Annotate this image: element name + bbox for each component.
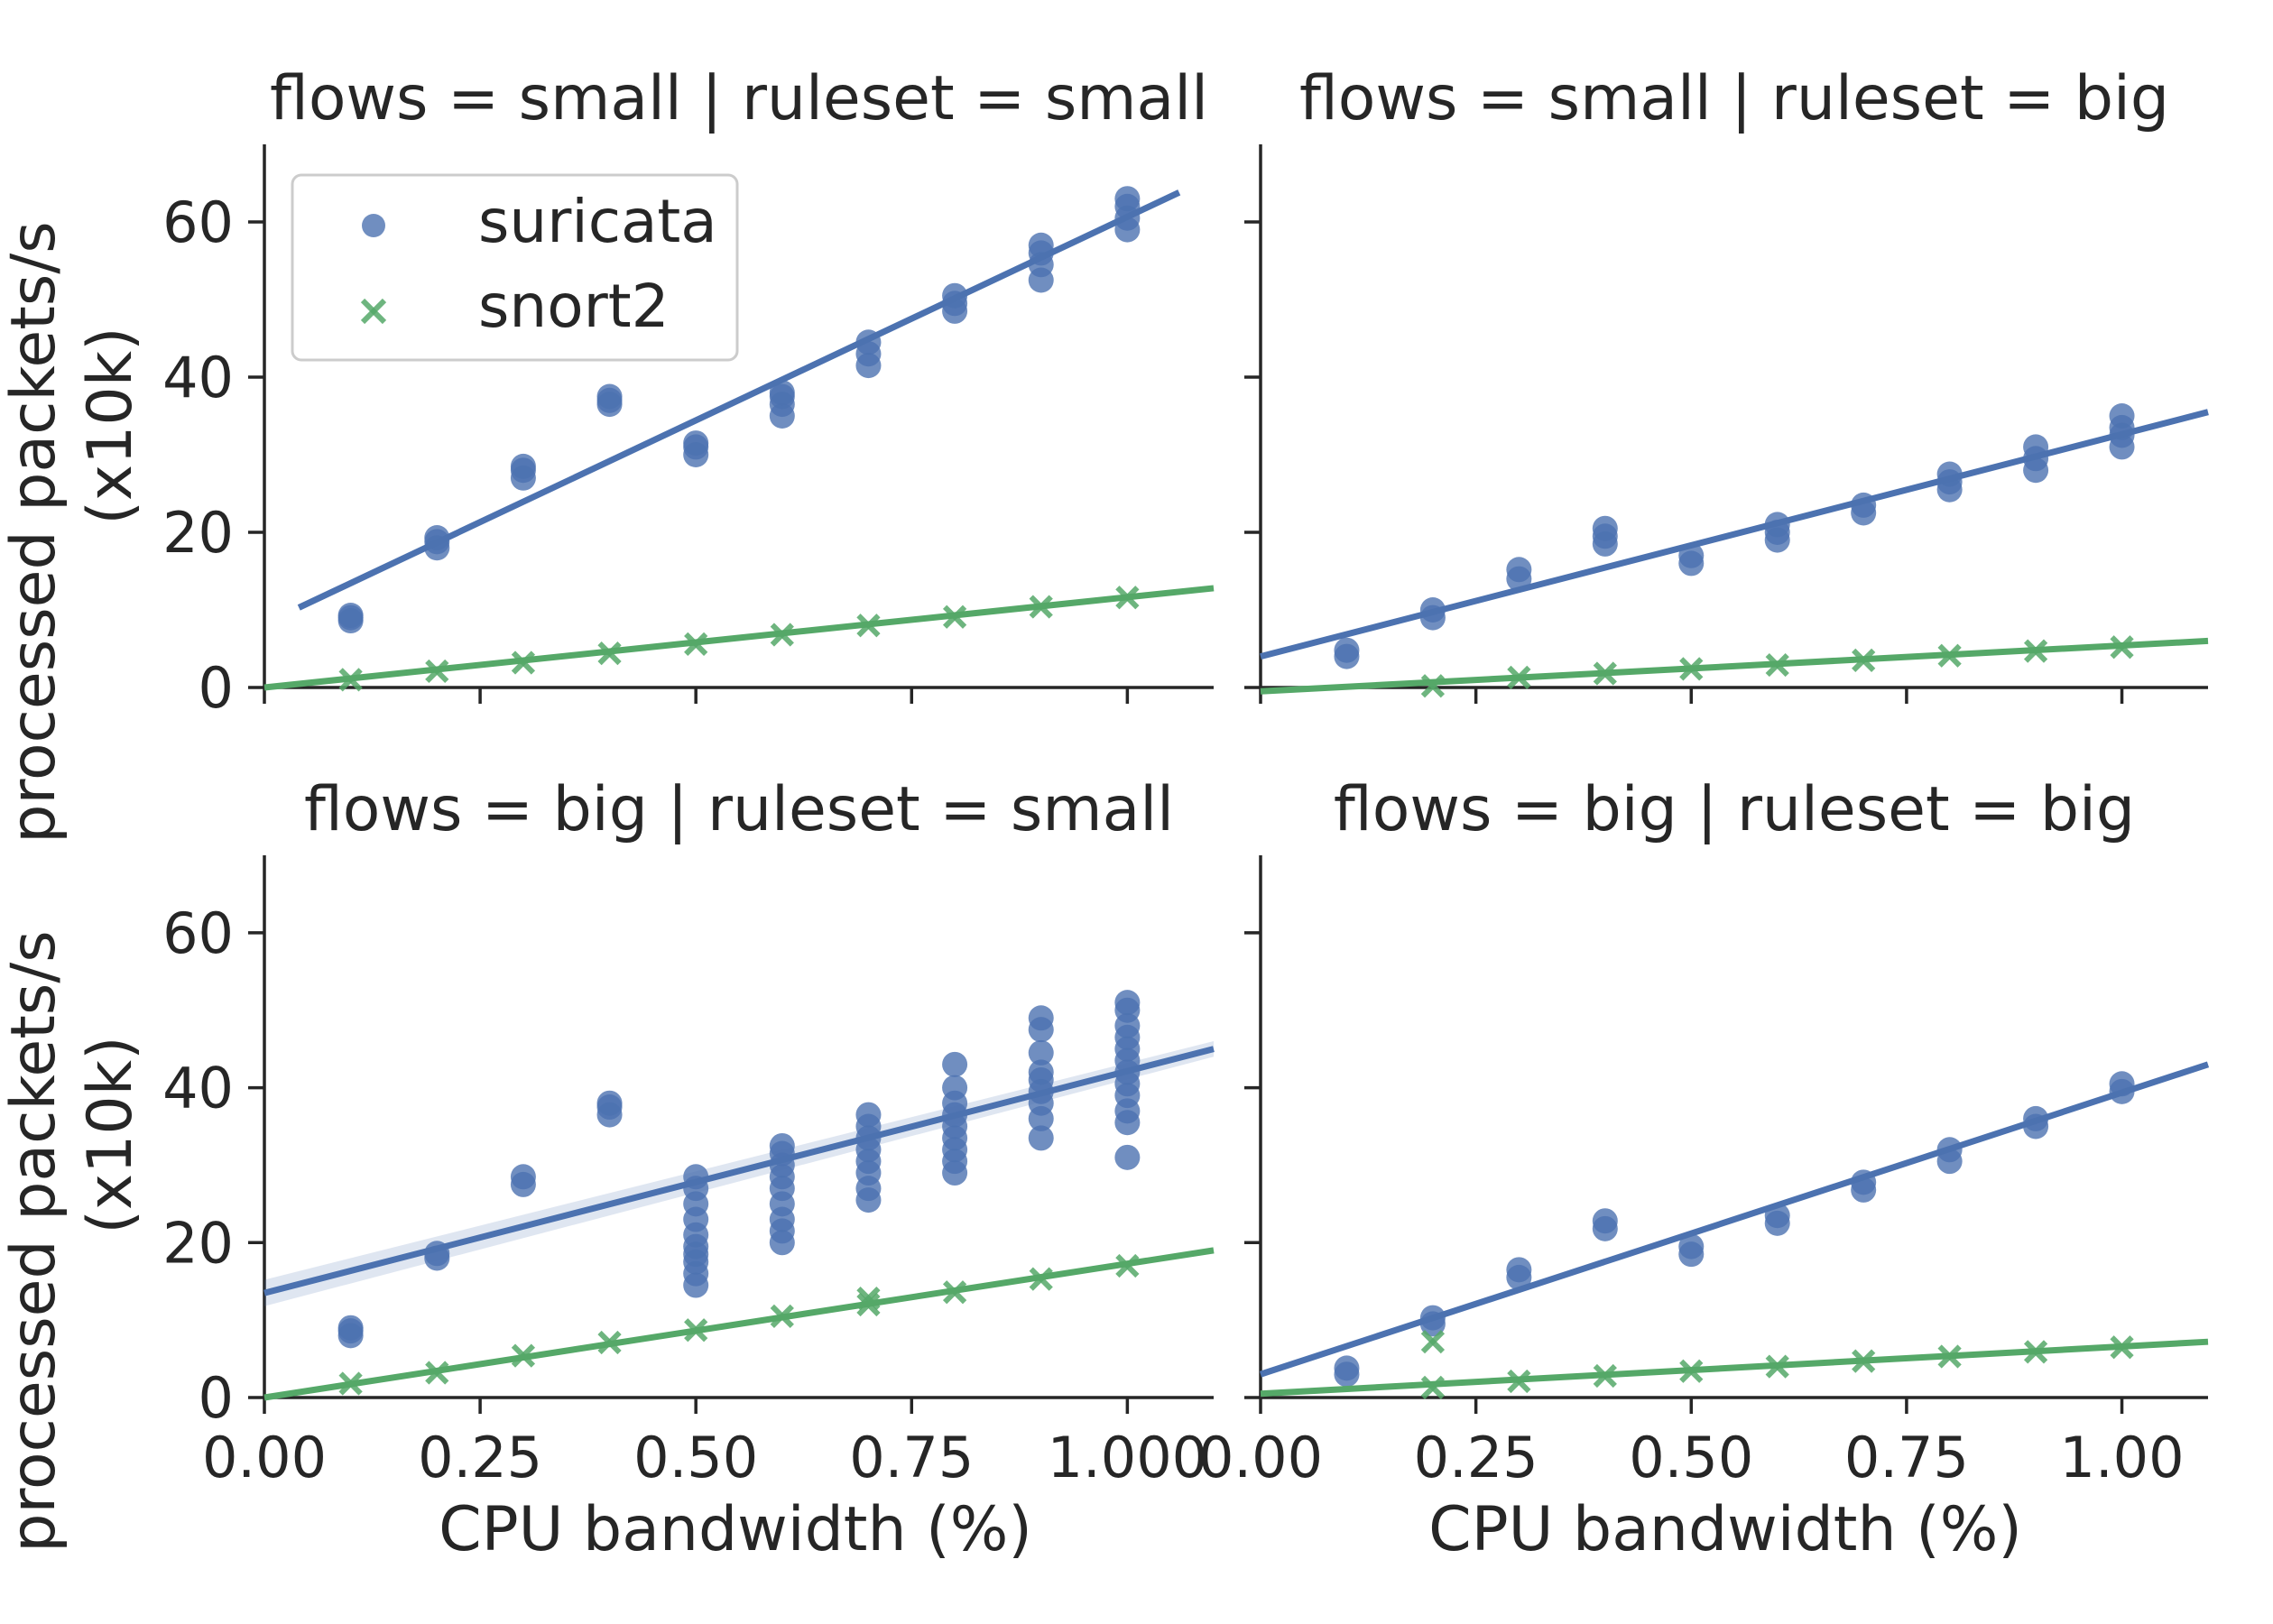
panel-title: flows = small | ruleset = big <box>1299 63 2169 134</box>
legend-frame <box>291 173 739 362</box>
regression-line <box>263 1046 1215 1296</box>
data-point <box>769 380 795 406</box>
series-suricata <box>1259 1061 2210 1388</box>
data-point <box>337 603 364 629</box>
y-axis-label-bottom-units: (x10k) <box>75 1036 146 1233</box>
series-suricata <box>1260 403 2209 669</box>
series-snort2 <box>1260 1330 2209 1399</box>
x-tick-label: 0.00 <box>1198 1425 1323 1490</box>
legend-marker-snort2 <box>360 298 387 325</box>
regression-line <box>1260 1338 2209 1398</box>
data-point <box>510 1164 536 1190</box>
data-point <box>1678 1233 1705 1260</box>
x-tick-label: 0.50 <box>1629 1425 1753 1490</box>
x-tick-label: 0.50 <box>633 1425 758 1490</box>
regression-line <box>263 585 1215 691</box>
data-point <box>855 1102 882 1128</box>
x-tick-label: 1.00 <box>2060 1425 2185 1490</box>
y-tick-label: 0 <box>199 1365 234 1431</box>
x-axis-label-left: CPU bandwidth (%) <box>439 1494 1032 1565</box>
data-point <box>769 1132 795 1158</box>
series-suricata <box>263 990 1215 1349</box>
data-point <box>510 453 536 479</box>
data-point <box>337 1315 364 1341</box>
y-tick-label: 20 <box>162 500 234 566</box>
x-tick-label: 0.75 <box>1844 1425 1969 1490</box>
panel-title: flows = big | ruleset = small <box>304 774 1174 845</box>
regression-line <box>1260 409 2209 660</box>
x-tick-label: 0.00 <box>202 1425 327 1490</box>
y-tick-label: 40 <box>162 345 234 411</box>
series-suricata <box>297 186 1181 634</box>
data-point <box>1114 186 1141 212</box>
series-snort2 <box>263 1247 1215 1401</box>
y-tick-label: 40 <box>162 1056 234 1121</box>
data-point <box>1506 557 1532 583</box>
panel-4: flows = big | ruleset = big 0.00 0.25 0.50 0… <box>1198 774 2210 1490</box>
data-point <box>596 1090 623 1116</box>
data-point <box>1028 1125 1054 1151</box>
series-snort2 <box>1260 635 2209 698</box>
legend-marker-suricata <box>362 214 385 237</box>
y-tick-label: 20 <box>162 1210 234 1276</box>
regression-line <box>263 1247 1215 1401</box>
regression-line <box>1260 637 2209 695</box>
data-point <box>942 1051 968 1077</box>
series-snort2 <box>263 585 1215 692</box>
data-point <box>1334 637 1360 663</box>
data-point <box>1506 1257 1532 1283</box>
y-tick-label: 60 <box>162 900 234 966</box>
data-point <box>1114 990 1141 1016</box>
data-point <box>1334 1355 1360 1381</box>
data-point <box>1028 1059 1054 1085</box>
legend-label-suricata: suricata <box>478 187 717 256</box>
data-point <box>596 387 623 413</box>
panel-title: flows = big | ruleset = big <box>1334 774 2135 845</box>
data-point <box>1028 1005 1054 1031</box>
data-point <box>1592 515 1618 541</box>
y-tick-label: 60 <box>162 189 234 255</box>
data-point <box>2109 403 2135 429</box>
data-point <box>1420 1330 1446 1354</box>
y-axis-label-bottom: processed packets/s <box>0 930 69 1552</box>
regression-line <box>1259 1061 2210 1378</box>
legend-label-snort2: snort2 <box>478 272 670 341</box>
data-point <box>1114 1144 1141 1170</box>
x-tick-label: 0.25 <box>1414 1425 1538 1490</box>
regression-line <box>297 189 1181 611</box>
x-tick-label: 0.25 <box>418 1425 542 1490</box>
y-axis-label-top-units: (x10k) <box>75 327 146 524</box>
x-tick-label: 1.000 <box>1048 1425 1208 1490</box>
data-point <box>942 1075 968 1101</box>
x-tick-label: 0.75 <box>849 1425 974 1490</box>
panel-3: flows = big | ruleset = small 0 20 40 60 0.00… <box>162 774 1215 1490</box>
data-point <box>683 430 709 457</box>
y-tick-label: 0 <box>199 655 234 721</box>
panel-title: flows = small | ruleset = small <box>270 63 1208 134</box>
data-point <box>1028 1039 1054 1066</box>
panel-1: flows = small | ruleset = small 0 20 40 60 <box>162 63 1215 721</box>
x-axis-label-right: CPU bandwidth (%) <box>1428 1494 2022 1565</box>
y-axis-label-top: processed packets/s <box>0 221 69 843</box>
data-point <box>1592 1208 1618 1234</box>
legend: suricata snort2 <box>291 173 739 362</box>
panel-2: flows = small | ruleset = big <box>1244 63 2209 704</box>
